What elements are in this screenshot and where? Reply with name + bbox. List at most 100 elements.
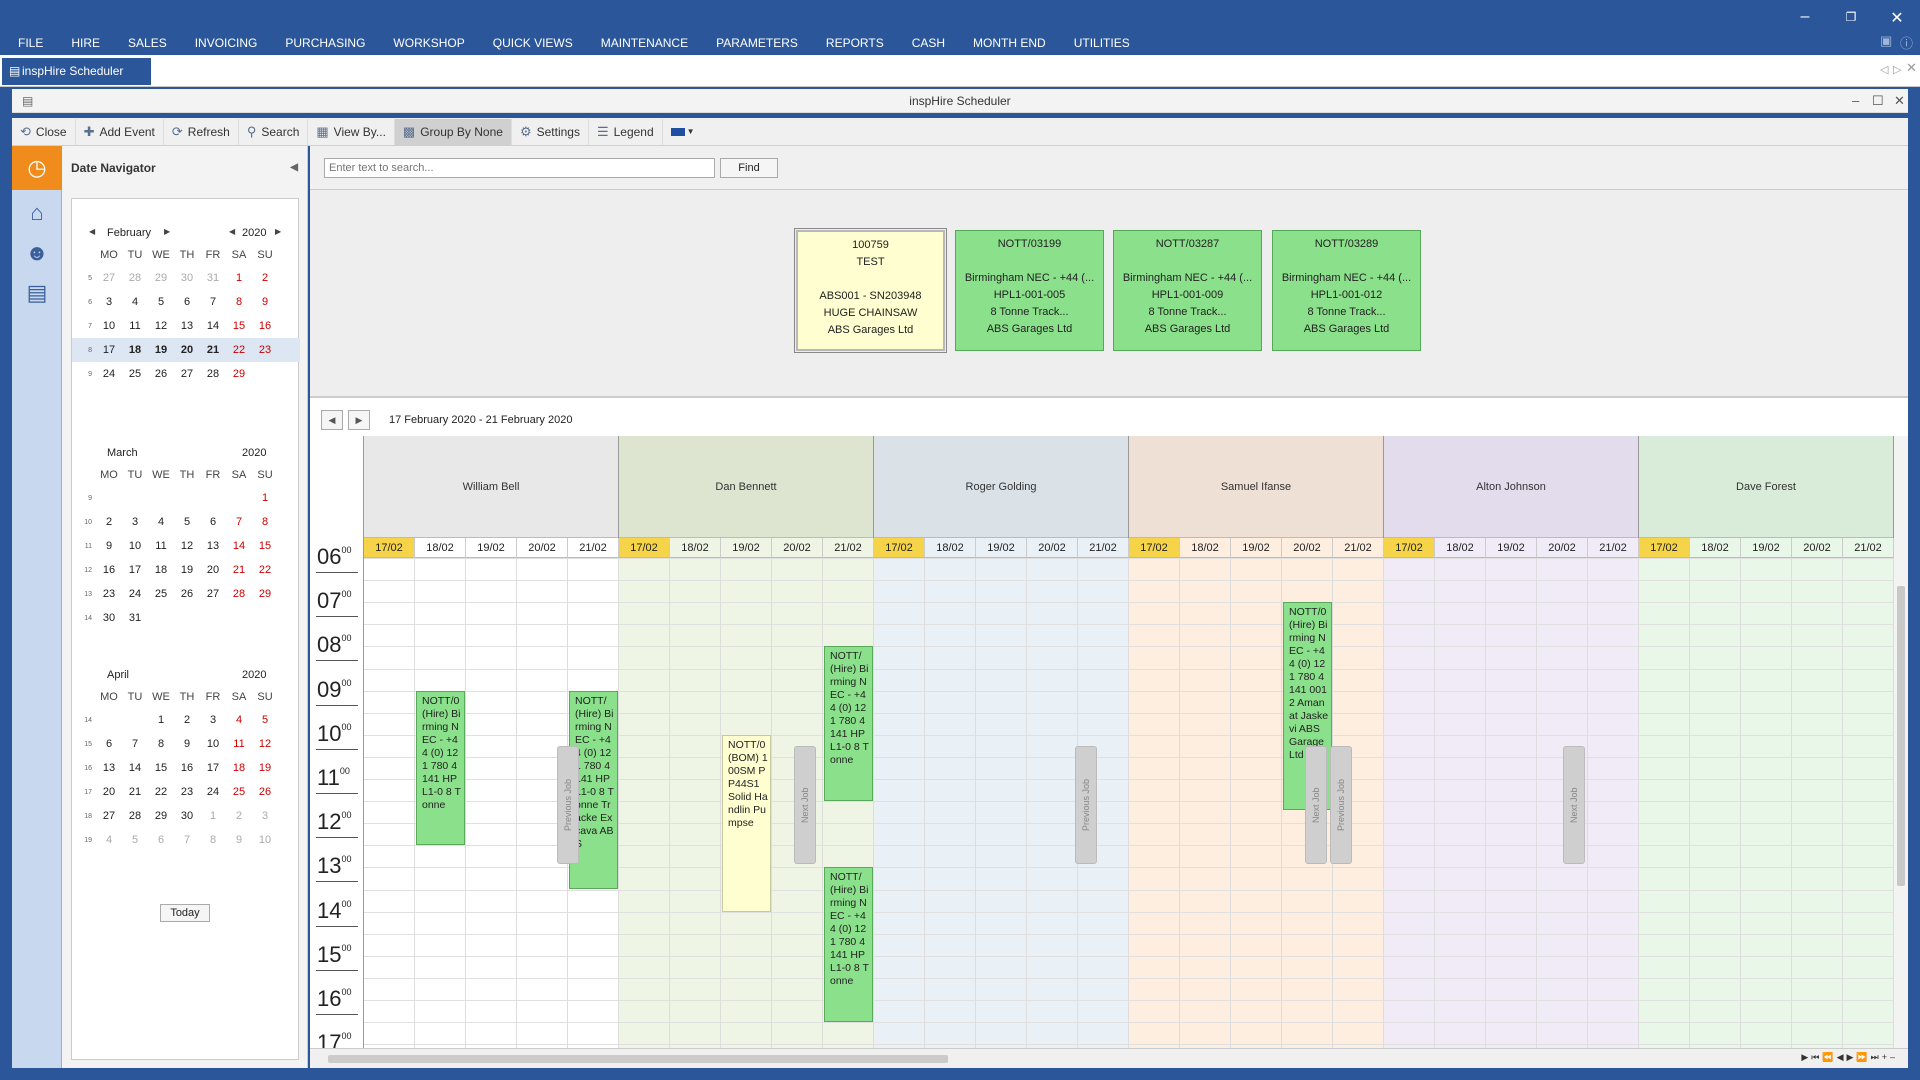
calendar-day[interactable]: 1	[209, 810, 217, 822]
calendar-day[interactable]: 3	[131, 516, 139, 528]
calendar-day[interactable]: 4	[235, 714, 243, 726]
vertical-scroll-thumb[interactable]	[1897, 586, 1905, 886]
calendar-day[interactable]: 7	[183, 834, 191, 846]
menu-item[interactable]: HIRE	[71, 36, 101, 50]
calendar-day[interactable]: 17	[206, 762, 220, 774]
calendar-day[interactable]: 11	[233, 738, 245, 750]
calendar-day[interactable]: 4	[131, 296, 139, 308]
calendar-day[interactable]: 9	[235, 834, 243, 846]
menu-item[interactable]: CASH	[911, 36, 946, 50]
search-button[interactable]: ⚲ Search	[239, 118, 309, 145]
close-button[interactable]: ⟲ Close	[12, 118, 76, 145]
day-column[interactable]	[925, 558, 976, 1048]
window-maximize-icon[interactable]: ☐	[1872, 93, 1884, 108]
calendar-day[interactable]: 3	[261, 810, 269, 822]
calendar-day[interactable]: 10	[206, 738, 220, 750]
menu-item[interactable]: QUICK VIEWS	[492, 36, 573, 50]
next-job-tab[interactable]: Next Job	[1563, 746, 1585, 864]
search-input[interactable]	[324, 158, 715, 178]
calendar-day[interactable]: 21	[206, 344, 220, 356]
calendar-day[interactable]: 1	[261, 492, 269, 504]
next-job-tab[interactable]: Next Job	[794, 746, 816, 864]
unscheduled-job-card[interactable]: NOTT/03289 Birmingham NEC - +44 (... HPL1…	[1272, 230, 1421, 351]
calendar-day[interactable]: 26	[180, 588, 194, 600]
day-column[interactable]	[1537, 558, 1588, 1048]
next-year-icon[interactable]: ▶	[275, 227, 282, 236]
calendar-day[interactable]: 29	[154, 272, 168, 284]
calendar-day[interactable]: 30	[180, 810, 194, 822]
menu-item[interactable]: MAINTENANCE	[600, 36, 689, 50]
calendar-day[interactable]: 6	[183, 296, 191, 308]
calendar-day[interactable]: 3	[209, 714, 217, 726]
calendar-day[interactable]: 23	[258, 344, 272, 356]
calendar-day[interactable]: 16	[102, 564, 116, 576]
calendar-day[interactable]: 21	[232, 564, 246, 576]
settings-button[interactable]: ⚙ Settings	[512, 118, 589, 145]
calendar-day[interactable]: 14	[128, 762, 142, 774]
today-button[interactable]: Today	[160, 904, 210, 922]
appointment[interactable]: NOTT/ (Hire) Birming NEC - +44 (0) 121 7…	[824, 867, 873, 1023]
calendar-day[interactable]: 6	[105, 738, 113, 750]
appointment[interactable]: NOTT/0 (BOM) 100SM PP44S1 Solid Handlin …	[722, 734, 771, 912]
menu-item[interactable]: PURCHASING	[285, 36, 366, 50]
group-by-none-button[interactable]: ▩ Group By None	[394, 118, 512, 145]
calendar-day[interactable]: 7	[209, 296, 217, 308]
calendar-day[interactable]: 27	[206, 588, 220, 600]
calendar-day[interactable]: 12	[258, 738, 272, 750]
calendar-day[interactable]: 5	[157, 296, 165, 308]
calendar-day[interactable]: 15	[154, 762, 168, 774]
resource-pager[interactable]: ▶⏮⏪◀▶⏩⏭+–	[1801, 1052, 1898, 1062]
calendar-day[interactable]: 1	[235, 272, 243, 284]
restore-icon[interactable]: ❐	[1845, 10, 1857, 24]
calendar-day[interactable]: 27	[180, 368, 194, 380]
previous-job-tab[interactable]: Previous Job	[557, 746, 579, 864]
tab-insphire-scheduler[interactable]: ▤ inspHire Scheduler	[2, 58, 151, 85]
calendar-day[interactable]: 31	[128, 612, 142, 624]
day-column[interactable]	[466, 558, 517, 1048]
calendar-day[interactable]: 22	[154, 786, 168, 798]
calendar-day[interactable]: 22	[258, 564, 272, 576]
menu-item[interactable]: UTILITIES	[1073, 36, 1130, 50]
calendar-day[interactable]: 13	[180, 320, 194, 332]
day-column[interactable]	[1435, 558, 1486, 1048]
calendar-day[interactable]: 24	[128, 588, 142, 600]
calendar-day[interactable]: 24	[206, 786, 220, 798]
calendar-day[interactable]: 19	[258, 762, 272, 774]
calendar-day[interactable]: 8	[157, 738, 165, 750]
calendar-day[interactable]: 13	[206, 540, 220, 552]
monitor-icon[interactable]: ▣	[1880, 33, 1893, 48]
day-column[interactable]	[1078, 558, 1129, 1048]
collapse-panel-icon[interactable]: ◀	[290, 162, 298, 173]
calendar-day[interactable]: 9	[105, 540, 113, 552]
calendar-day[interactable]: 18	[232, 762, 246, 774]
calendar-day[interactable]: 22	[232, 344, 246, 356]
menu-item[interactable]: FILE	[18, 36, 44, 50]
day-column[interactable]	[1792, 558, 1843, 1048]
calendar-day[interactable]: 25	[128, 368, 142, 380]
calendar-day[interactable]: 5	[261, 714, 269, 726]
calendar-day[interactable]: 31	[206, 272, 220, 284]
calendar-day[interactable]: 19	[154, 344, 168, 356]
calendar-day[interactable]: 10	[102, 320, 116, 332]
calendar-day[interactable]: 1	[157, 714, 165, 726]
day-column[interactable]	[670, 558, 721, 1048]
calendar-day[interactable]: 20	[206, 564, 220, 576]
calendar-day[interactable]: 4	[157, 516, 165, 528]
menu-item[interactable]: SALES	[128, 36, 167, 50]
next-month-icon[interactable]: ▶	[164, 227, 171, 236]
scheduler-nav-icon[interactable]: ◷	[12, 146, 62, 190]
previous-job-tab[interactable]: Previous Job	[1075, 746, 1097, 864]
calendar-day[interactable]: 21	[128, 786, 142, 798]
calendar-day[interactable]: 16	[180, 762, 194, 774]
calendar-day[interactable]: 14	[206, 320, 220, 332]
day-column[interactable]	[1231, 558, 1282, 1048]
day-column[interactable]	[619, 558, 670, 1048]
menu-item[interactable]: WORKSHOP	[393, 36, 465, 50]
calendar-day[interactable]: 7	[131, 738, 139, 750]
unscheduled-job-card[interactable]: NOTT/03287 Birmingham NEC - +44 (... HPL1…	[1113, 230, 1262, 351]
calendar-day[interactable]: 2	[183, 714, 191, 726]
appointment[interactable]: NOTT/ (Hire) Birming NEC - +44 (0) 121 7…	[824, 646, 873, 802]
unscheduled-job-card[interactable]: 100759 TEST ABS001 - SN203948 HUGE CHAINSA…	[794, 228, 947, 353]
calendar-day[interactable]: 30	[180, 272, 194, 284]
calendar-day[interactable]: 27	[102, 272, 116, 284]
